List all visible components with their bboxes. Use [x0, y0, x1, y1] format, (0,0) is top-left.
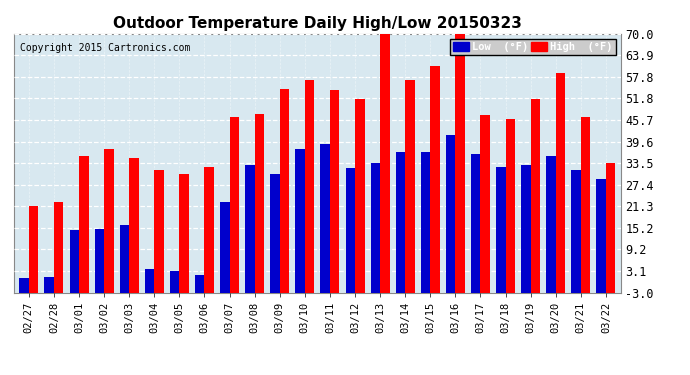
Bar — [179, 174, 189, 292]
Bar — [195, 275, 204, 292]
Bar — [571, 170, 581, 292]
Bar — [79, 156, 88, 292]
Bar — [54, 202, 63, 292]
Bar — [204, 166, 214, 292]
Bar — [104, 149, 114, 292]
Bar — [305, 80, 315, 292]
Bar — [129, 158, 139, 292]
Bar — [581, 117, 591, 292]
Bar — [471, 154, 480, 292]
Bar — [355, 99, 364, 292]
Bar — [455, 25, 465, 292]
Bar — [44, 276, 54, 292]
Text: Copyright 2015 Cartronics.com: Copyright 2015 Cartronics.com — [20, 43, 190, 53]
Bar — [330, 90, 339, 292]
Bar — [395, 153, 405, 292]
Bar — [230, 117, 239, 292]
Bar — [279, 89, 289, 292]
Bar — [596, 179, 606, 292]
Bar — [155, 170, 164, 292]
Bar — [555, 73, 565, 292]
Bar — [546, 156, 555, 292]
Bar — [446, 135, 455, 292]
Bar — [531, 99, 540, 292]
Bar — [170, 271, 179, 292]
Bar — [220, 202, 230, 292]
Bar — [295, 149, 305, 292]
Bar — [145, 270, 155, 292]
Bar — [29, 206, 39, 292]
Bar — [245, 165, 255, 292]
Bar — [496, 166, 506, 292]
Bar — [19, 278, 29, 292]
Bar — [606, 163, 615, 292]
Bar — [270, 174, 279, 292]
Bar — [119, 225, 129, 292]
Bar — [521, 165, 531, 292]
Bar — [255, 114, 264, 292]
Bar — [506, 119, 515, 292]
Title: Outdoor Temperature Daily High/Low 20150323: Outdoor Temperature Daily High/Low 20150… — [113, 16, 522, 31]
Bar — [431, 66, 440, 292]
Bar — [421, 153, 431, 292]
Bar — [95, 229, 104, 292]
Bar — [346, 168, 355, 292]
Legend: Low  (°F), High  (°F): Low (°F), High (°F) — [450, 39, 615, 56]
Bar — [380, 34, 390, 292]
Bar — [320, 144, 330, 292]
Bar — [405, 80, 415, 292]
Bar — [70, 231, 79, 292]
Bar — [371, 163, 380, 292]
Bar — [480, 115, 490, 292]
